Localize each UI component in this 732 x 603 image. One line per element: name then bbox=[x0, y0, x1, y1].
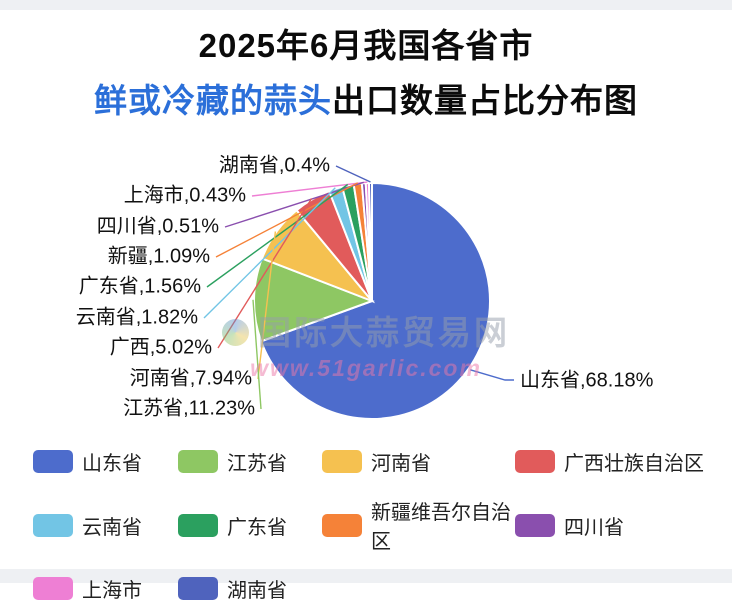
legend-label: 江苏省 bbox=[227, 453, 287, 475]
leader-line-广西 bbox=[217, 198, 313, 349]
slice-label: 云南省,1.82% bbox=[76, 305, 198, 328]
legend-label: 新疆维吾尔自治区 bbox=[371, 502, 511, 553]
legend-item-3[interactable]: 广西壮族自治区 bbox=[515, 447, 704, 476]
leader-line-湖南省 bbox=[335, 165, 371, 183]
slice-label: 新疆,1.09% bbox=[108, 244, 210, 267]
legend-item-9[interactable]: 湖南省 bbox=[178, 574, 322, 603]
legend-label: 四川省 bbox=[564, 516, 624, 539]
legend-swatch-icon bbox=[178, 450, 218, 473]
legend-swatch-icon bbox=[178, 577, 218, 600]
leader-line-江苏省 bbox=[252, 299, 262, 410]
top-gray-strip bbox=[0, 0, 732, 10]
chart-legend: 山东省 江苏省 河南省 广西壮族自治区云南省 广东省 新疆维吾尔自治区 四川省上海市 湖南省 bbox=[33, 447, 704, 603]
legend-item-4[interactable]: 云南省 bbox=[33, 496, 178, 554]
leader-line-广东省 bbox=[206, 183, 349, 288]
legend-label: 河南省 bbox=[371, 453, 431, 475]
leader-line-河南省 bbox=[257, 231, 277, 380]
legend-swatch-icon bbox=[33, 513, 73, 537]
legend-swatch-icon bbox=[515, 450, 555, 473]
legend-item-0[interactable]: 山东省 bbox=[33, 447, 178, 476]
legend-item-2[interactable]: 河南省 bbox=[322, 447, 515, 476]
pie-chart: 湖南省,0.4% 上海市,0.43% 四川省,0.51% 新疆,1.09% 广东省,1.… bbox=[76, 153, 654, 420]
chart-title-line1: 2025年6月我国各省市 bbox=[198, 27, 534, 64]
leader-line-山东省 bbox=[470, 369, 514, 381]
legend-swatch-icon bbox=[33, 450, 73, 473]
slice-label: 四川省,0.51% bbox=[97, 214, 219, 237]
legend-item-5[interactable]: 广东省 bbox=[178, 496, 322, 554]
legend-label: 湖南省 bbox=[227, 580, 287, 602]
legend-swatch-icon bbox=[322, 450, 362, 473]
legend-label: 广东省 bbox=[227, 516, 287, 539]
slice-label: 河南省,7.94% bbox=[130, 366, 252, 389]
pie-slice-9[interactable] bbox=[367, 181, 373, 302]
slice-label: 上海市,0.43% bbox=[124, 183, 246, 206]
slice-label: 广西,5.02% bbox=[110, 335, 212, 358]
legend-label: 云南省 bbox=[82, 516, 142, 539]
chart-title-line2: 鲜或冷藏的蒜头出口数量占比分布图 bbox=[0, 73, 732, 128]
legend-swatch-icon bbox=[33, 577, 73, 600]
legend-label: 广西壮族自治区 bbox=[564, 453, 704, 475]
legend-swatch-icon bbox=[178, 513, 218, 537]
legend-swatch-icon bbox=[322, 513, 362, 537]
legend-label: 山东省 bbox=[82, 453, 142, 475]
legend-item-8[interactable]: 上海市 bbox=[33, 574, 178, 603]
legend-item-7[interactable]: 四川省 bbox=[515, 496, 704, 554]
chart-title-highlight: 鲜或冷藏的蒜头 bbox=[94, 82, 332, 119]
slice-label: 山东省,68.18% bbox=[520, 368, 654, 391]
slice-label: 广东省,1.56% bbox=[79, 274, 201, 297]
slice-label: 江苏省,11.23% bbox=[123, 396, 255, 419]
leader-line-上海市 bbox=[251, 181, 368, 197]
slice-label: 湖南省,0.4% bbox=[219, 153, 330, 176]
legend-label: 上海市 bbox=[82, 580, 142, 602]
pie-slice-0[interactable] bbox=[259, 181, 491, 420]
chart-title-line2-rest: 出口数量占比分布图 bbox=[332, 82, 638, 119]
legend-item-6[interactable]: 新疆维吾尔自治区 bbox=[322, 496, 515, 554]
legend-swatch-icon bbox=[515, 513, 555, 537]
leader-line-云南省 bbox=[203, 187, 336, 319]
chart-title: 2025年6月我国各省市 鲜或冷藏的蒜头出口数量占比分布图 bbox=[0, 18, 732, 128]
legend-item-1[interactable]: 江苏省 bbox=[178, 447, 322, 476]
